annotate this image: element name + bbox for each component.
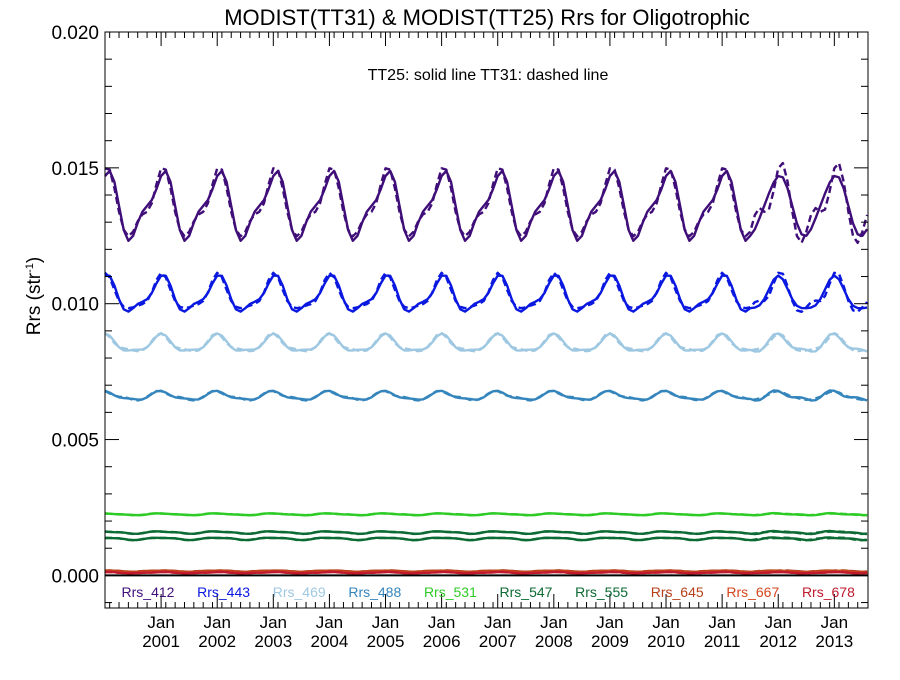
x-tick-month-label: Jan xyxy=(372,613,399,632)
x-tick-year-label: 2003 xyxy=(254,632,292,651)
legend-entry-rrs-469: Rrs_469 xyxy=(273,584,326,600)
x-tick-year-label: 2008 xyxy=(535,632,573,651)
line-style-annotation: TT25: solid line TT31: dashed line xyxy=(368,67,609,84)
legend-entry-rrs-678: Rrs_678 xyxy=(802,584,855,600)
x-tick-year-label: 2002 xyxy=(198,632,236,651)
x-tick-month-label: Jan xyxy=(203,613,230,632)
series-line-rrs-443-solid xyxy=(104,274,868,313)
x-tick-month-label: Jan xyxy=(260,613,287,632)
legend-entry-rrs-547: Rrs_547 xyxy=(500,584,553,600)
x-tick-year-label: 2001 xyxy=(142,632,180,651)
x-tick-month-label: Jan xyxy=(540,613,567,632)
legend-entry-rrs-531: Rrs_531 xyxy=(424,584,477,600)
legend-entry-rrs-555: Rrs_555 xyxy=(575,584,628,600)
x-tick-month-label: Jan xyxy=(821,613,848,632)
x-tick-month-label: Jan xyxy=(428,613,455,632)
series-line-rrs-547-dashed xyxy=(104,530,868,536)
series-line-rrs-555-dashed xyxy=(105,536,868,542)
x-tick-year-label: 2013 xyxy=(815,632,853,651)
x-tick-month-label: Jan xyxy=(596,613,623,632)
x-tick-year-label: 2009 xyxy=(591,632,629,651)
x-tick-month-label: Jan xyxy=(484,613,511,632)
x-tick-month-label: Jan xyxy=(147,613,174,632)
x-tick-year-label: 2010 xyxy=(647,632,685,651)
x-tick-month-label: Jan xyxy=(316,613,343,632)
legend-entry-rrs-443: Rrs_443 xyxy=(197,584,250,600)
x-tick-year-label: 2005 xyxy=(367,632,405,651)
y-tick-label: 0.005 xyxy=(51,431,99,452)
chart-title: MODIST(TT31) & MODIST(TT25) Rrs for Olig… xyxy=(224,5,750,30)
y-axis-label-main: Rrs (str xyxy=(24,272,45,335)
y-axis-label-close: ) xyxy=(24,257,45,263)
x-tick-month-label: Jan xyxy=(708,613,735,632)
y-tick-label: 0.020 xyxy=(51,23,99,44)
series-line-rrs-412-dashed xyxy=(104,161,869,244)
series-line-rrs-469-dashed xyxy=(104,332,868,353)
y-axis-label: Rrs (str-1) xyxy=(24,257,45,335)
x-tick-year-label: 2012 xyxy=(759,632,797,651)
x-tick-year-label: 2011 xyxy=(704,632,741,651)
legend-entry-rrs-667: Rrs_667 xyxy=(726,584,779,600)
y-tick-label: 0.010 xyxy=(51,295,99,316)
series-line-rrs-678-dashed xyxy=(105,570,868,575)
series-line-rrs-488-dashed xyxy=(104,389,868,402)
y-tick-label: 0.000 xyxy=(51,566,99,587)
legend-entry-rrs-488: Rrs_488 xyxy=(348,584,401,600)
plot-frame xyxy=(104,31,869,609)
y-axis-label-superscript: -1 xyxy=(24,263,36,273)
series-line-rrs-443-dashed xyxy=(104,271,868,313)
legend-entry-rrs-412: Rrs_412 xyxy=(122,584,175,600)
y-tick-label: 0.015 xyxy=(51,159,99,180)
x-tick-month-label: Jan xyxy=(652,613,679,632)
x-tick-year-label: 2007 xyxy=(479,632,517,651)
x-tick-month-label: Jan xyxy=(765,613,792,632)
legend-entry-rrs-645: Rrs_645 xyxy=(651,584,704,600)
x-tick-year-label: 2006 xyxy=(423,632,461,651)
series-line-rrs-412-solid xyxy=(104,169,869,242)
x-tick-year-label: 2004 xyxy=(310,632,348,651)
series-line-rrs-531-dashed xyxy=(104,512,868,517)
